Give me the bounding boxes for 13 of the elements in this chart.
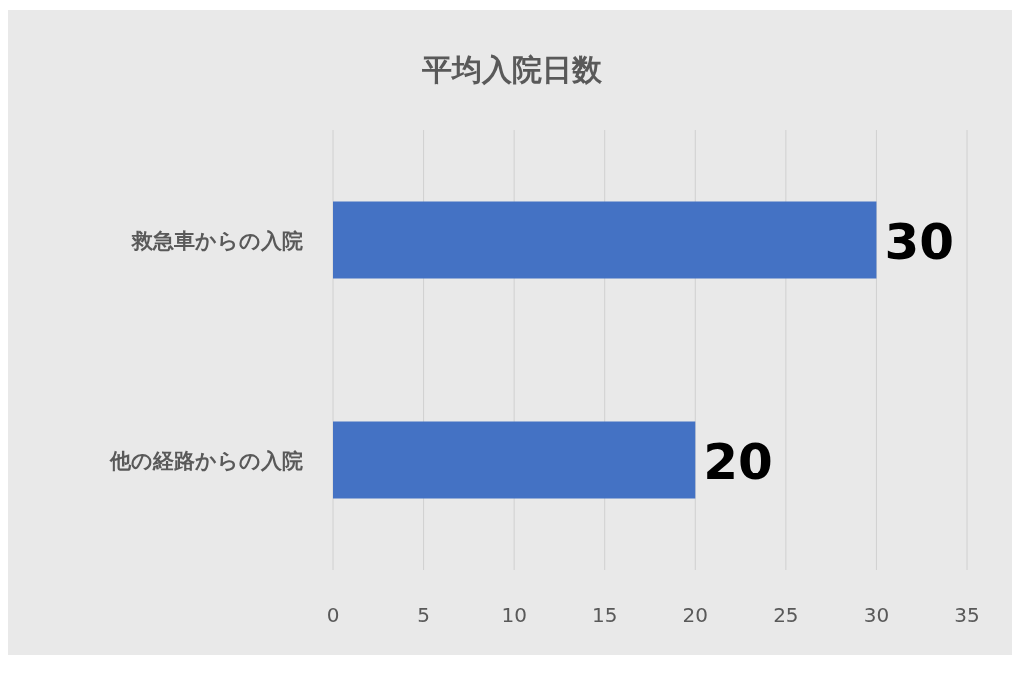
x-tick-label: 30 [863,603,890,627]
y-tick-label: 他の経路からの入院 [109,449,303,473]
x-tick-label: 15 [591,603,618,627]
x-tick-label: 25 [773,603,799,627]
x-tick-label: 10 [501,603,527,627]
data-label: 30 [884,213,955,271]
y-tick-label: 救急車からの入院 [130,229,303,253]
x-tick-label: 20 [682,603,709,627]
data-label: 20 [703,433,773,491]
x-tick-label: 5 [417,603,430,627]
x-tick-label: 0 [326,603,340,627]
chart-title: 平均入院日数 [421,52,603,87]
x-tick-label: 35 [954,603,980,627]
